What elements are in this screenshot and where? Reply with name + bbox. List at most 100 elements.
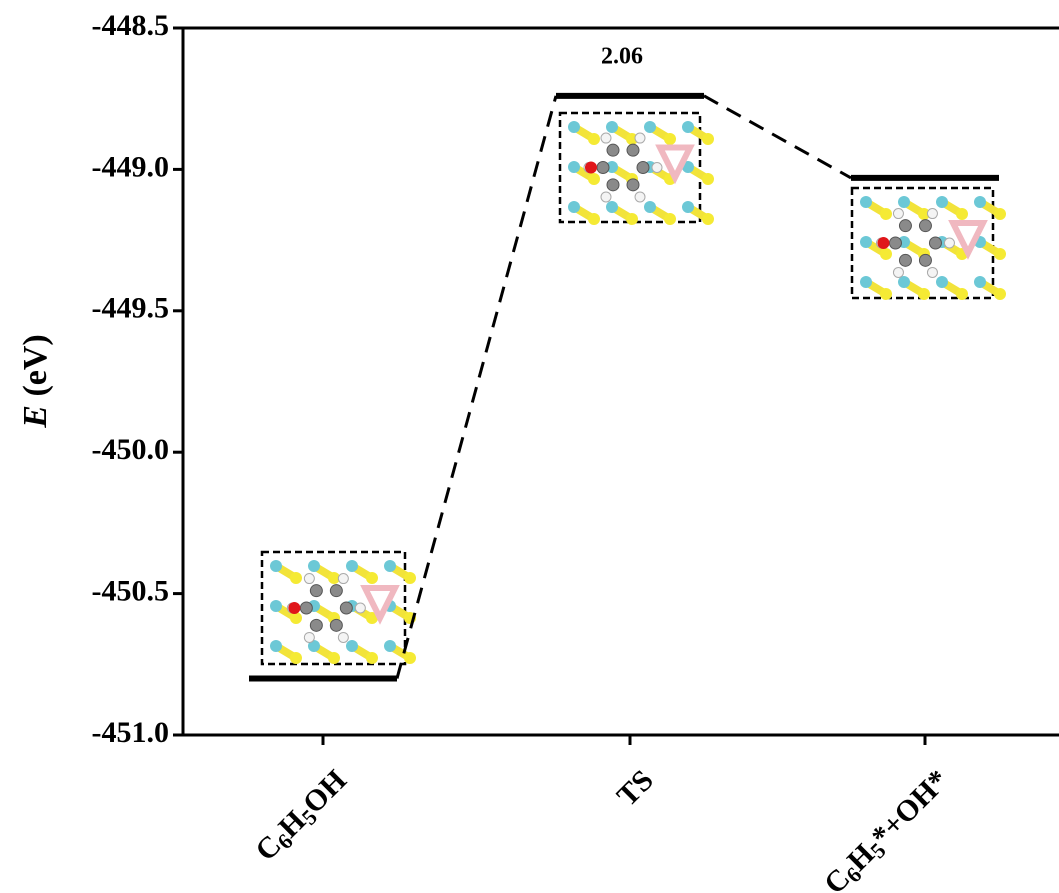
atom bbox=[404, 572, 416, 584]
hydrogen bbox=[304, 632, 314, 642]
atom bbox=[384, 560, 396, 572]
atom bbox=[860, 196, 872, 208]
y-tick-label: -448.5 bbox=[92, 9, 170, 42]
atom bbox=[898, 276, 910, 288]
atom bbox=[682, 201, 694, 213]
atom bbox=[898, 196, 910, 208]
atom bbox=[290, 572, 302, 584]
atom bbox=[702, 173, 714, 185]
atom bbox=[626, 213, 638, 225]
carbon bbox=[919, 220, 931, 232]
atom bbox=[290, 612, 302, 624]
carbon bbox=[597, 162, 609, 174]
y-tick-label: -449.0 bbox=[92, 150, 170, 183]
atom bbox=[880, 248, 892, 260]
y-tick-label: -449.5 bbox=[92, 292, 170, 325]
atom bbox=[588, 173, 600, 185]
atom bbox=[644, 201, 656, 213]
hydrogen bbox=[338, 574, 348, 584]
carbon bbox=[607, 144, 619, 156]
atom bbox=[346, 560, 358, 572]
carbon bbox=[330, 619, 342, 631]
atom bbox=[606, 201, 618, 213]
hydrogen bbox=[652, 163, 662, 173]
hydrogen bbox=[355, 603, 365, 613]
atom bbox=[568, 161, 580, 173]
atom bbox=[568, 121, 580, 133]
atom bbox=[644, 121, 656, 133]
hydrogen bbox=[927, 209, 937, 219]
atom bbox=[664, 213, 676, 225]
atom bbox=[404, 652, 416, 664]
atom bbox=[270, 560, 282, 572]
atom bbox=[308, 560, 320, 572]
x-tick-label: C6H5OH bbox=[249, 763, 355, 869]
carbon bbox=[310, 585, 322, 597]
oxygen bbox=[288, 602, 300, 614]
carbon bbox=[310, 619, 322, 631]
atom bbox=[290, 652, 302, 664]
x-tick-label: TS bbox=[611, 763, 660, 812]
hydrogen bbox=[944, 238, 954, 248]
carbon bbox=[889, 237, 901, 249]
hydrogen bbox=[635, 133, 645, 143]
atom bbox=[860, 236, 872, 248]
structure-insets bbox=[262, 113, 1006, 664]
barrier-label: 2.06 bbox=[601, 43, 643, 69]
atom bbox=[588, 133, 600, 145]
hydrogen bbox=[893, 209, 903, 219]
atom bbox=[366, 572, 378, 584]
atom bbox=[918, 288, 930, 300]
atom bbox=[568, 201, 580, 213]
connector bbox=[704, 96, 851, 178]
chart: -451.0-450.5-450.0-449.5-449.0-448.5E (e… bbox=[0, 0, 1059, 893]
atom bbox=[682, 121, 694, 133]
carbon bbox=[899, 254, 911, 266]
atom bbox=[588, 213, 600, 225]
connector bbox=[397, 96, 556, 679]
hydrogen bbox=[893, 267, 903, 277]
hydrogen bbox=[304, 574, 314, 584]
carbon bbox=[899, 220, 911, 232]
carbon bbox=[627, 144, 639, 156]
carbon bbox=[627, 179, 639, 191]
atom bbox=[994, 288, 1006, 300]
atom bbox=[270, 600, 282, 612]
atom bbox=[702, 133, 714, 145]
oxygen bbox=[585, 162, 597, 174]
atom bbox=[328, 652, 340, 664]
carbon bbox=[340, 602, 352, 614]
hydrogen bbox=[635, 192, 645, 202]
atom bbox=[860, 276, 872, 288]
y-tick-label: -451.0 bbox=[92, 716, 170, 749]
atom bbox=[880, 288, 892, 300]
atom bbox=[702, 213, 714, 225]
oxygen bbox=[877, 237, 889, 249]
x-tick-label: C6H5*+OH* bbox=[818, 763, 957, 893]
atom bbox=[974, 196, 986, 208]
atom bbox=[956, 288, 968, 300]
carbon bbox=[300, 602, 312, 614]
y-axis-label: E (eV) bbox=[17, 334, 54, 428]
atom bbox=[346, 640, 358, 652]
carbon bbox=[919, 254, 931, 266]
atom bbox=[956, 208, 968, 220]
atom bbox=[366, 652, 378, 664]
atom bbox=[664, 133, 676, 145]
atom bbox=[974, 276, 986, 288]
atom bbox=[384, 640, 396, 652]
y-tick-label: -450.5 bbox=[92, 574, 170, 607]
carbon bbox=[637, 162, 649, 174]
atom bbox=[606, 121, 618, 133]
carbon bbox=[929, 237, 941, 249]
atom bbox=[936, 276, 948, 288]
atom bbox=[936, 196, 948, 208]
atom bbox=[880, 208, 892, 220]
atom bbox=[994, 248, 1006, 260]
hydrogen bbox=[601, 192, 611, 202]
hydrogen bbox=[927, 267, 937, 277]
atom bbox=[270, 640, 282, 652]
carbon bbox=[607, 179, 619, 191]
atom bbox=[994, 208, 1006, 220]
carbon bbox=[330, 585, 342, 597]
